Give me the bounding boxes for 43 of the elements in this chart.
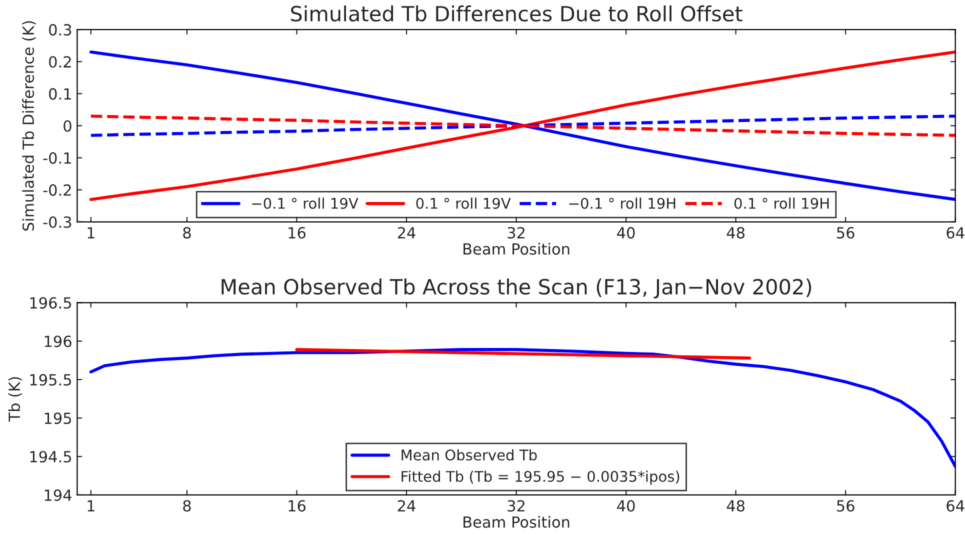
chart-title: Simulated Tb Differences Due to Roll Offset: [291, 5, 742, 22]
x-tick-label: 24: [398, 227, 416, 238]
legend-label: −0.1 ° roll 19H: [569, 198, 676, 209]
x-axis-title: Beam Position: [464, 242, 570, 255]
x-tick-label: 16: [288, 227, 306, 239]
x-tick-label: 1: [88, 500, 94, 512]
x-tick-label: 32: [508, 227, 524, 239]
x-tick-label: 64: [946, 227, 964, 239]
y-tick-label: 0.3: [49, 24, 72, 36]
x-tick-label: 56: [837, 500, 854, 512]
y-tick-label: 196.5: [30, 297, 72, 309]
chart-title: Mean Observed Tb Across the Scan (F13, Jan−Nov 2002): [222, 278, 812, 298]
y-tick-label: 196: [44, 336, 72, 348]
y-axis-title: Tb (K): [8, 377, 22, 422]
x-tick-label: 32: [508, 500, 524, 512]
y-tick-label: 194: [44, 489, 72, 501]
x-tick-label: 40: [617, 227, 635, 239]
y-tick-label: -0.1: [43, 152, 71, 164]
legend-label: −0.1 ° roll 19V: [252, 198, 358, 209]
y-tick-label: 0.1: [49, 88, 71, 100]
legend-label: Mean Observed Tb: [402, 449, 537, 461]
y-tick-label: 195.5: [30, 374, 72, 386]
x-tick-label: 24: [398, 500, 416, 512]
y-tick-label: 195: [44, 412, 72, 424]
y-tick-label: -0.3: [43, 216, 72, 228]
x-tick-label: 64: [946, 500, 964, 512]
y-axis-title: Simulated Tb Difference (K): [22, 21, 36, 231]
legend-label: Fitted Tb (Tb = 195.95 − 0.0035*ipos): [402, 470, 680, 485]
x-tick-label: 56: [837, 227, 854, 239]
legend-label: 0.1 ° roll 19V: [416, 198, 511, 209]
x-tick-label: 48: [726, 227, 744, 239]
legend-label: 0.1 ° roll 19H: [734, 198, 829, 209]
y-tick-label: -0.2: [43, 184, 71, 196]
x-tick-label: 1: [88, 227, 94, 238]
x-tick-label: 16: [288, 500, 306, 512]
x-axis-title: Beam Position: [464, 516, 570, 528]
x-tick-label: 40: [617, 500, 635, 512]
y-tick-label: 0: [64, 120, 72, 132]
y-tick-label: 194.5: [30, 450, 72, 463]
x-tick-label: 8: [183, 500, 191, 512]
y-tick-label: 0.2: [49, 56, 71, 68]
x-tick-label: 48: [726, 500, 744, 512]
x-tick-label: 8: [183, 227, 191, 239]
